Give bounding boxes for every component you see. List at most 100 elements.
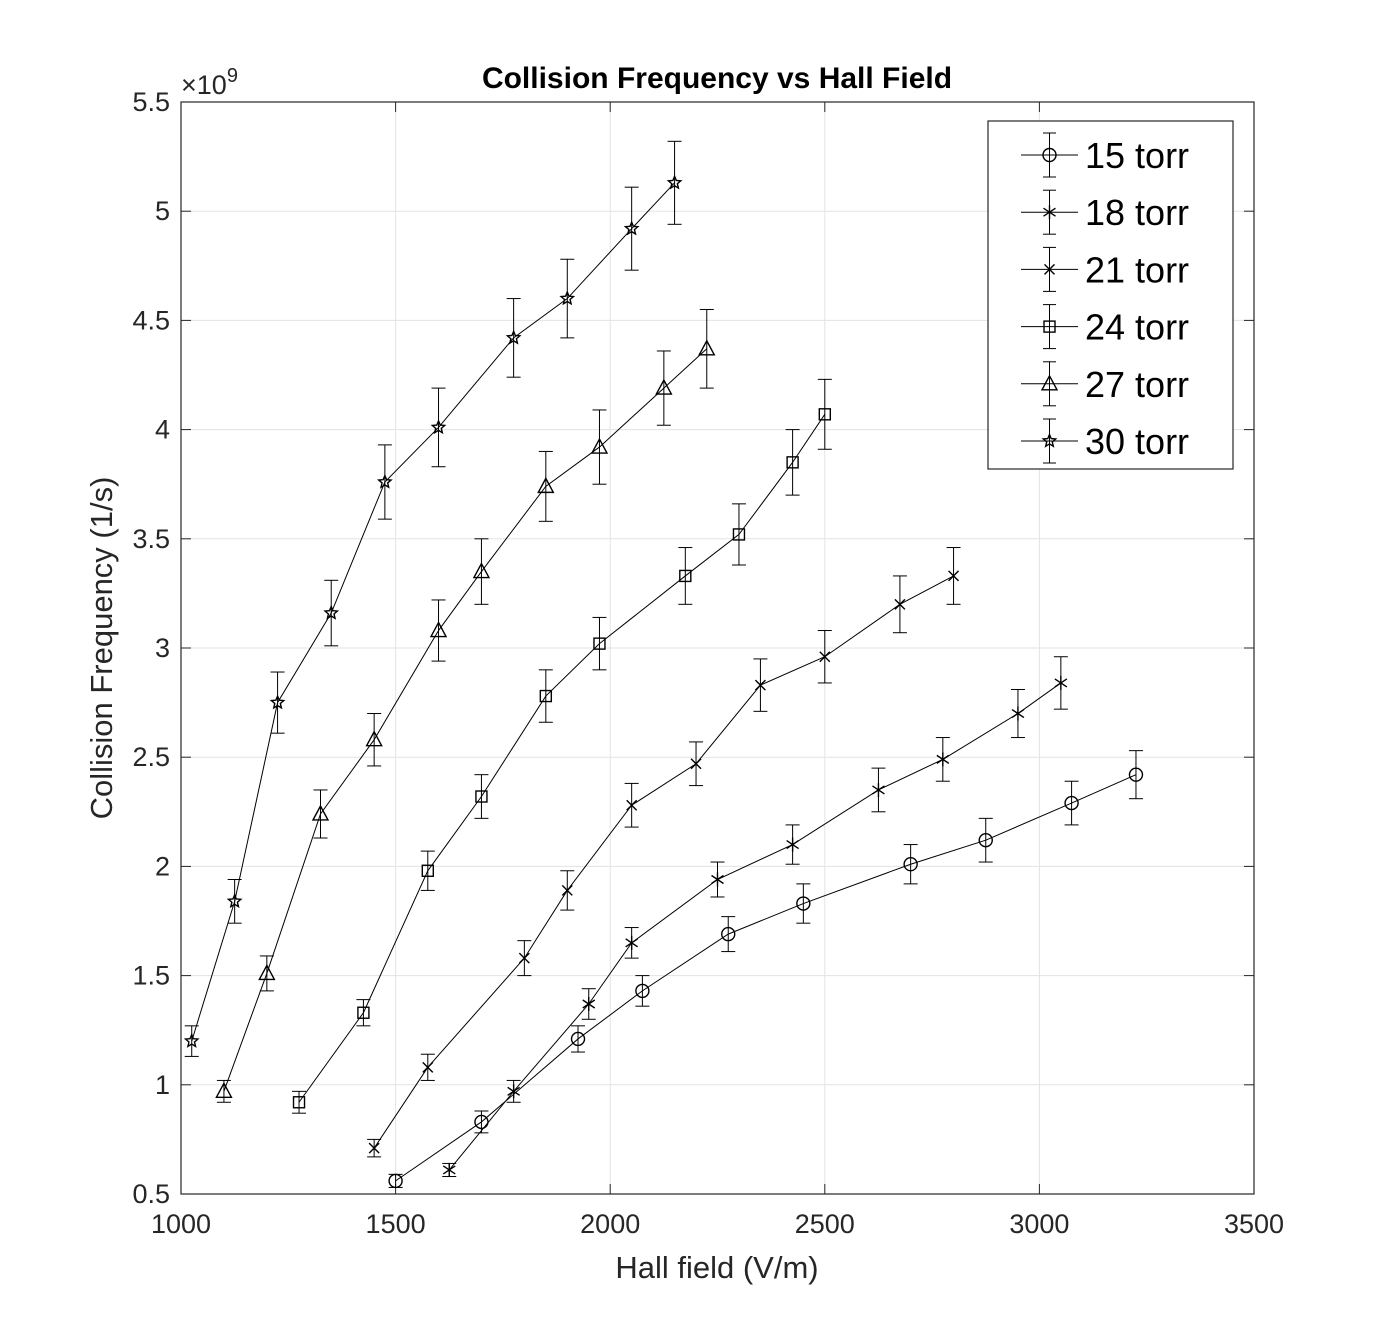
data-point [732, 528, 746, 541]
marker-shape [1042, 147, 1057, 163]
marker-shape [518, 952, 530, 964]
series-24-torr [292, 378, 832, 1114]
data-point [559, 290, 576, 306]
data-point [430, 419, 447, 435]
data-point [721, 926, 736, 942]
legend-entry: 24 torr [1021, 304, 1189, 350]
error-bar [313, 789, 328, 839]
data-point [903, 857, 918, 872]
error-bar [538, 669, 553, 723]
series-line [191, 182, 675, 1042]
x-tick-label: 1000 [151, 1209, 211, 1239]
data-point [655, 378, 673, 395]
marker-shape [721, 926, 736, 942]
y-tick-label: 1 [155, 1070, 170, 1100]
error-bar [377, 444, 392, 520]
y-tick-label: 5 [155, 196, 170, 226]
data-point [474, 1114, 489, 1130]
data-point [421, 864, 434, 877]
data-point [570, 1031, 586, 1047]
series-21-torr [367, 547, 961, 1158]
y-exponent-base: ×10 [181, 70, 227, 100]
y-tick-label: 3 [155, 633, 170, 663]
legend-entry: 21 torr [1021, 246, 1189, 292]
marker-shape [666, 174, 683, 190]
marker-shape [1043, 207, 1056, 217]
y-tick-label: 4.5 [132, 305, 170, 335]
marker-shape [1054, 678, 1068, 688]
data-point [666, 174, 683, 190]
data-point [818, 408, 831, 421]
marker-shape [978, 832, 993, 848]
data-point [679, 569, 692, 583]
error-bar [292, 1090, 307, 1114]
data-point [978, 832, 993, 848]
legend-marker [1043, 205, 1056, 220]
marker-shape [323, 604, 340, 620]
series-line [448, 682, 1062, 1171]
data-point [215, 1081, 233, 1099]
marker-shape [226, 893, 243, 909]
y-tick-label: 5.5 [132, 87, 170, 117]
x-tick-label: 2000 [580, 1209, 640, 1239]
marker-shape [623, 220, 640, 236]
series-27-torr [215, 308, 716, 1103]
error-bar [431, 387, 446, 468]
y-tick-label: 4 [155, 415, 170, 445]
data-point [258, 963, 276, 981]
data-point [422, 1061, 434, 1073]
marker-shape [215, 1081, 233, 1099]
marker-shape [1044, 263, 1055, 275]
marker-shape [269, 694, 286, 710]
marker-shape [421, 864, 434, 877]
marker-shape [559, 290, 576, 306]
marker-shape [582, 999, 596, 1009]
error-bar [903, 844, 918, 885]
data-point [183, 1032, 200, 1048]
error-bar [667, 140, 682, 225]
data-point [796, 896, 811, 911]
x-tick-label: 2500 [795, 1209, 855, 1239]
marker-shape [1043, 320, 1056, 333]
marker-shape [626, 799, 638, 811]
marker-shape [442, 1165, 456, 1175]
marker-shape [819, 651, 831, 663]
marker-shape [796, 896, 811, 911]
error-bar [270, 671, 285, 734]
y-tick-label: 2.5 [132, 742, 170, 772]
error-bar [560, 258, 575, 339]
x-axis-label: Hall field (V/m) [615, 1250, 818, 1285]
series-layer [183, 140, 1144, 1189]
marker-shape [472, 562, 491, 579]
data-point [269, 694, 286, 710]
error-bar [571, 1025, 586, 1053]
error-bar [592, 409, 607, 485]
legend: 15 torr 18 torr 21 torr 24 torr 27 torr 30 to… [987, 120, 1234, 470]
legend-box [987, 120, 1234, 470]
data-point [786, 456, 799, 469]
data-point [365, 730, 383, 747]
marker-shape [655, 378, 673, 395]
error-bar [431, 599, 446, 662]
error-bar [699, 308, 714, 389]
error-bar [324, 579, 339, 647]
data-point [582, 996, 596, 1011]
legend-label: 15 torr [1085, 135, 1189, 176]
error-bar [474, 1110, 489, 1134]
legend-marker [1043, 320, 1056, 333]
legend-marker [1042, 147, 1057, 163]
data-point [623, 220, 640, 236]
error-bar [474, 538, 489, 605]
series-line [373, 575, 954, 1149]
marker-shape [539, 689, 553, 703]
series-line [298, 414, 826, 1103]
marker-shape [183, 1032, 200, 1048]
ticks: 1000 1500 2000 2500 3000 3500 0.5 1 1.5 2 2.5 3 3.5 4… [132, 87, 1284, 1239]
legend-marker [1040, 374, 1059, 391]
marker-shape [948, 570, 960, 582]
error-bar [624, 186, 639, 271]
data-point [311, 804, 330, 821]
data-point [872, 782, 885, 797]
error-bar [367, 713, 382, 767]
marker-shape [368, 1142, 380, 1154]
